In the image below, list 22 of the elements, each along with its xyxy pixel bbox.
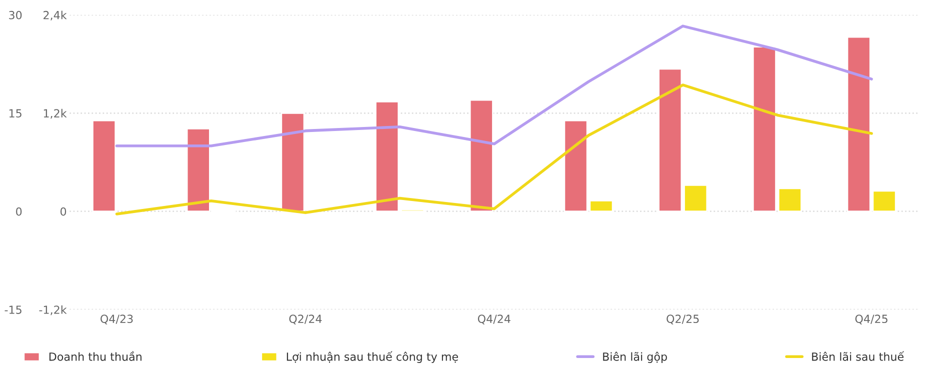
legend-label: Biên lãi gộp (603, 352, 667, 363)
y2-tick-label: -15 (4, 306, 22, 314)
x-tick-label: Q2/25 (666, 314, 699, 324)
y-tick-label: -1,2k (39, 305, 67, 316)
bar (92, 120, 116, 212)
bar (469, 99, 494, 212)
y2-tick-label: 30 (9, 10, 22, 20)
x-tick-label: Q4/24 (478, 314, 510, 324)
y2-tick-label: 0 (16, 207, 22, 216)
x-tick-label: Q4/23 (100, 314, 133, 324)
legend-label: Doanh thu thuần (49, 351, 142, 361)
y2-tick-label: 15 (9, 109, 22, 118)
x-tick-label: Q4/25 (855, 314, 888, 324)
line-series (115, 84, 873, 216)
legend-label: Lợi nhuận sau thuế công ty mẹ (286, 351, 458, 363)
x-tick-label: Q2/24 (289, 314, 322, 324)
legend-label: Biên lãi sau thuế (812, 351, 904, 361)
line-series (115, 24, 873, 148)
y-tick-label: 1,2k (44, 108, 67, 119)
bar (280, 112, 305, 212)
y-tick-label: 2,4k (44, 10, 67, 20)
y-tick-label: 0 (60, 207, 66, 216)
